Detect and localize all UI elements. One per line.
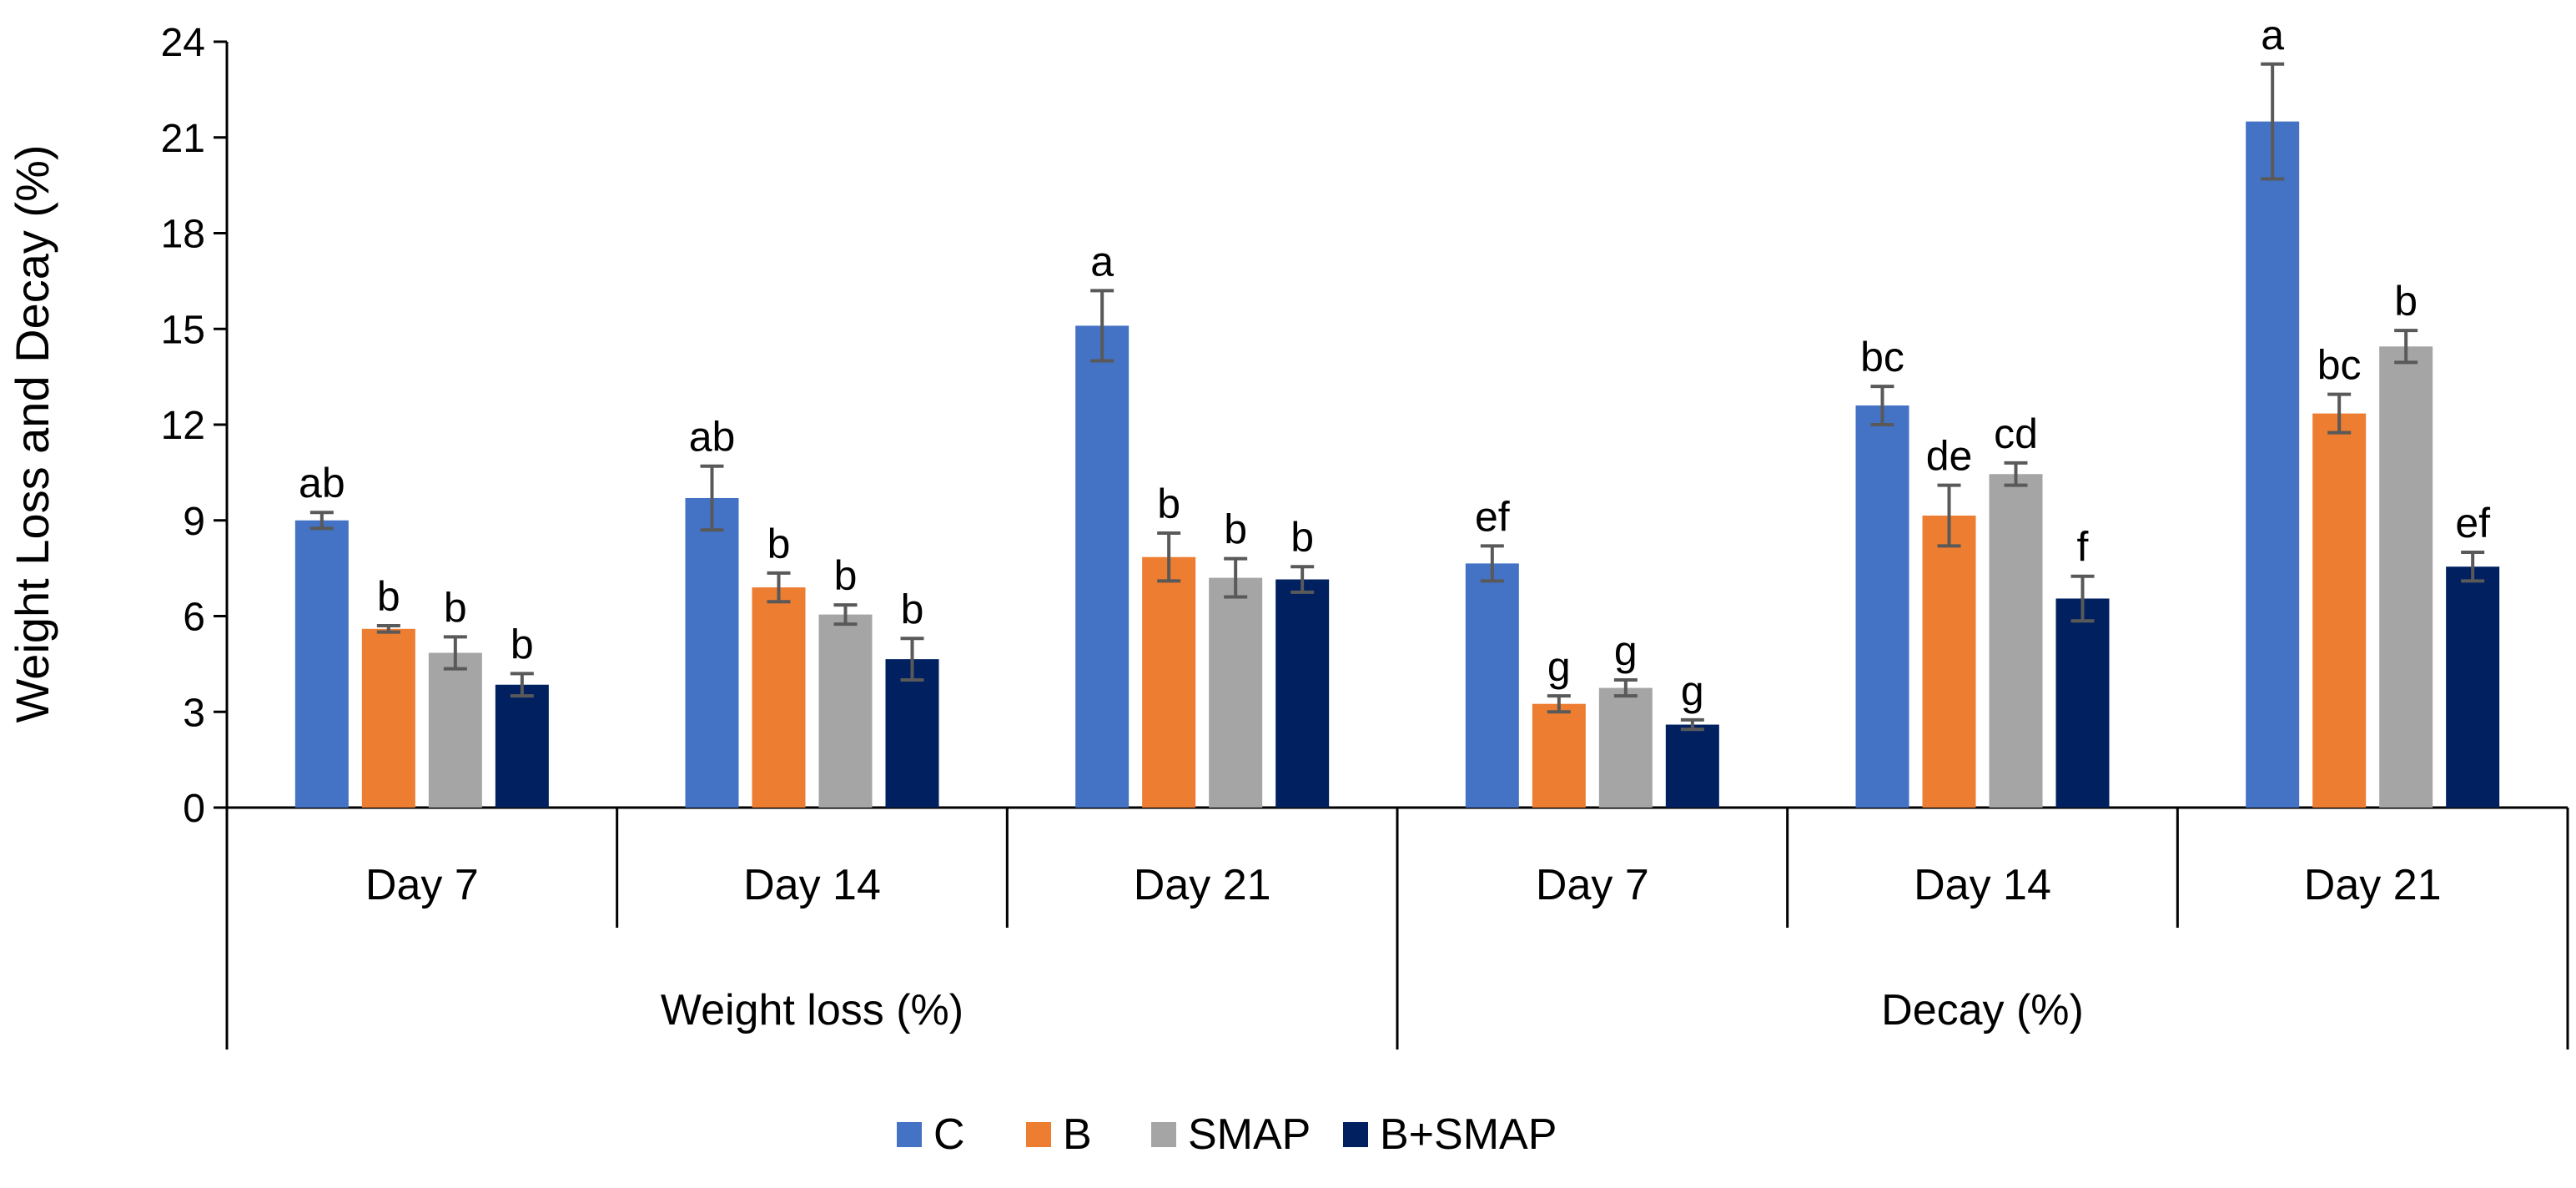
bar [428, 652, 482, 808]
bar [818, 614, 873, 808]
legend-label: B+SMAP [1380, 1110, 1557, 1159]
bar [2446, 566, 2500, 808]
significance-letter: b [377, 573, 400, 620]
legend-item-b: B [1026, 1110, 1092, 1159]
bar [1532, 703, 1586, 808]
legend-item-smap: SMAP [1151, 1110, 1311, 1159]
y-tick-label: 12 [161, 404, 205, 448]
legend-label: C [933, 1110, 965, 1159]
category-axis: Day 7 Day 14 Day 21 Weight loss (%) Day 7 Day… [225, 808, 2569, 1050]
category-label: Day 21 [2304, 861, 2442, 909]
significance-letter: b [1291, 514, 1314, 561]
significance-letter: a [2261, 12, 2284, 58]
significance-letter: b [1157, 481, 1180, 527]
bar [685, 497, 739, 808]
bar [1275, 579, 1330, 808]
significance-letter: b [2394, 278, 2418, 325]
y-tick-label: 15 [161, 308, 205, 352]
category-label: Day 21 [1134, 861, 1271, 909]
bar [1665, 724, 1719, 808]
legend-swatch [897, 1122, 922, 1147]
significance-letter: b [444, 584, 467, 631]
y-tick-label: 18 [161, 213, 205, 257]
legend-swatch [1151, 1122, 1176, 1147]
bar [1075, 325, 1130, 808]
category-label: Day 14 [1914, 861, 2051, 909]
y-tick-label: 9 [183, 500, 205, 544]
bar [1598, 687, 1653, 808]
bar [2055, 598, 2110, 808]
significance-letter: b [1224, 506, 1247, 553]
bar [1209, 577, 1263, 808]
bar [752, 587, 806, 808]
significance-letter: ab [299, 460, 345, 506]
significance-letter: cd [1994, 410, 2038, 457]
y-tick-label: 6 [183, 596, 205, 640]
bar [495, 684, 549, 808]
bar [294, 520, 349, 808]
bar [1989, 474, 2043, 808]
significance-letter: ab [689, 414, 736, 461]
legend-label: SMAP [1188, 1110, 1311, 1159]
significance-letter: g [1614, 627, 1638, 674]
y-tick-label: 0 [183, 787, 205, 831]
category-label: Day 7 [1536, 861, 1649, 909]
category-label: Day 7 [365, 861, 479, 909]
category-label: Day 14 [743, 861, 881, 909]
group-label: Decay (%) [1881, 986, 2084, 1034]
bar [1142, 556, 1196, 808]
legend-label: B [1063, 1110, 1092, 1159]
legend-swatch [1343, 1122, 1368, 1147]
significance-letter: bc [1860, 334, 1904, 380]
significance-letter: a [1090, 238, 1114, 284]
bar [2312, 413, 2367, 808]
significance-letter: bc [2317, 342, 2362, 389]
bar [1922, 516, 1976, 808]
significance-letter: b [511, 621, 534, 667]
error-bars [309, 62, 2485, 732]
significance-letter: de [1926, 433, 1973, 480]
legend-item-b-smap: B+SMAP [1343, 1110, 1557, 1159]
significance-letter: ef [2455, 500, 2490, 546]
group-label: Weight loss (%) [661, 986, 963, 1034]
y-axis-label: Weight Loss and Decay (%) [6, 144, 58, 722]
significance-letter: ef [1475, 493, 1510, 540]
bar [2379, 346, 2433, 808]
significance-letter: f [2077, 524, 2089, 571]
significance-letter: b [767, 521, 791, 567]
significance-letter: b [834, 552, 858, 599]
bar [2246, 121, 2300, 808]
significance-letter: g [1681, 667, 1704, 714]
legend-item-c: C [897, 1110, 965, 1159]
bar [361, 628, 415, 808]
legend: C B SMAP B+SMAP [897, 1110, 1557, 1159]
bar [1465, 563, 1519, 808]
y-tick-label: 3 [183, 691, 205, 735]
significance-letter: b [901, 586, 924, 632]
bars [294, 121, 2500, 808]
significance-letter: g [1547, 643, 1571, 690]
y-tick-label: 24 [161, 21, 205, 65]
y-tick-label: 21 [161, 117, 205, 161]
legend-swatch [1026, 1122, 1051, 1147]
bar [1855, 405, 1909, 808]
bar [885, 659, 939, 808]
